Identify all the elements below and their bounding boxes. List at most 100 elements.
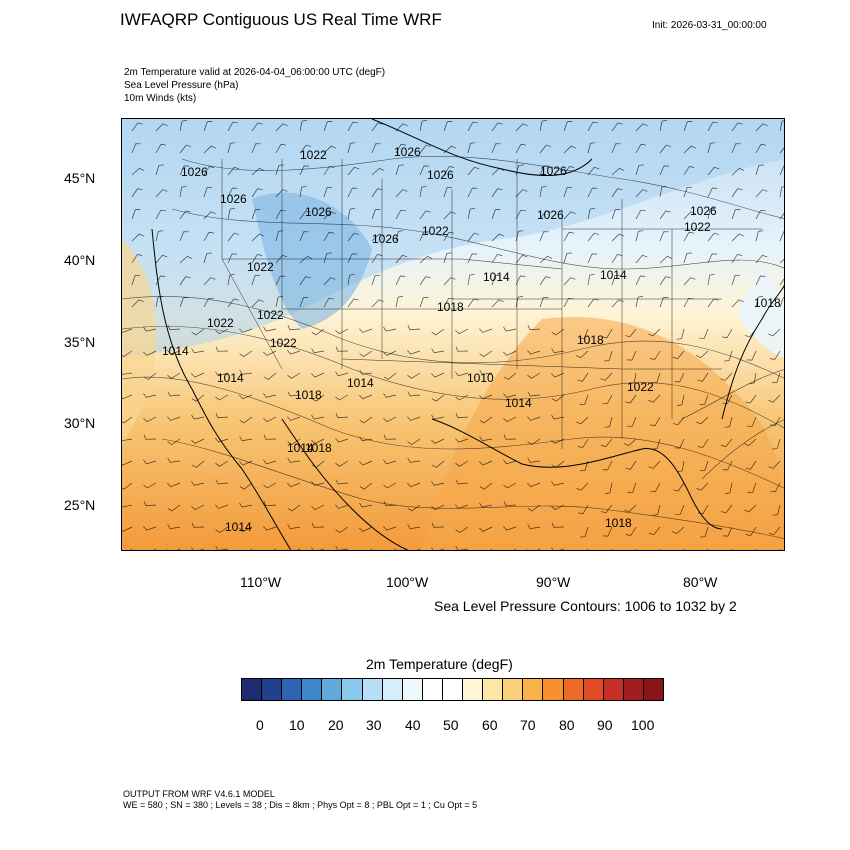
wind-barb [674,372,685,383]
wind-barb [677,460,685,473]
field-label-winds: 10m Winds (kts) [124,93,197,104]
pressure-label: 1018 [295,388,322,402]
wind-barb [359,328,373,333]
wind-barb [335,394,349,401]
wind-barb [455,346,469,352]
wind-barb [611,167,625,176]
pressure-label: 1022 [247,260,274,274]
wind-barb [674,438,685,449]
wind-barb [683,211,696,220]
wind-barb [491,209,501,220]
wind-barb [659,297,669,308]
wind-barb [287,504,301,512]
wind-barb [347,121,358,132]
wind-barb [746,350,757,361]
wind-barb [624,504,637,513]
wind-barb [539,276,551,286]
wind-barb [251,274,261,286]
wind-barb [155,230,164,242]
wind-barb [707,187,718,198]
wind-barb [371,254,383,264]
wind-barb [577,438,589,448]
wind-barb [467,253,478,264]
wind-barb [659,255,673,264]
wind-barb [745,526,757,536]
wind-barb [335,504,349,509]
wind-barb [602,328,613,339]
wind-barb [347,298,359,308]
wind-barb [155,275,166,286]
colorbar-label: 80 [559,717,575,733]
wind-barb [395,230,404,242]
wind-barb [179,185,187,198]
wind-barb [577,372,589,382]
colorbar-swatch [422,679,443,700]
wind-barb [251,167,265,176]
wind-barb [167,325,181,331]
wind-barb [587,208,596,220]
wind-barb [131,233,144,242]
wind-barb [747,416,757,427]
wind-barb [299,210,311,220]
pressure-label: 1022 [684,220,711,234]
wind-barb [227,142,236,154]
wind-barb [155,254,168,264]
wind-barb [745,394,757,404]
wind-barb [215,437,229,443]
pressure-label: 1026 [181,165,208,179]
wind-barb [383,459,397,465]
wind-barb [443,297,454,308]
wind-barb [467,232,480,242]
wind-barb [191,438,205,444]
model-config: WE = 580 ; SN = 380 ; Levels = 38 ; Dis … [123,800,478,810]
pressure-label: 1026 [540,164,567,178]
wind-barb [431,372,445,378]
wind-barb [227,298,239,308]
wind-barb [215,460,229,467]
wind-barb [287,482,301,488]
wind-barb [122,328,133,333]
wind-barb [491,274,501,286]
wind-barb [443,186,453,198]
wind-barb [731,233,744,242]
wind-barb [395,143,406,154]
wind-barb [323,231,334,242]
wind-barb [131,188,143,198]
wind-barb [696,416,709,425]
wind-barb [143,482,157,489]
wind-barb [635,143,646,154]
wind-barb [503,393,517,398]
wind-barb [611,188,623,198]
wind-barb [263,434,277,440]
wind-barb [215,394,229,401]
wind-barb [455,371,469,377]
wind-barb [720,504,733,514]
wind-barb [527,457,541,463]
state-borders [221,159,762,449]
wind-barb [770,416,781,427]
wind-barb [275,123,288,132]
wind-barb [623,438,637,447]
colorbar-swatch [523,679,544,700]
wind-barb [611,274,621,286]
colorbar-label: 70 [520,717,536,733]
wind-barb [722,460,733,471]
wind-barb [604,416,613,428]
wind-barb [695,350,709,359]
wind-barb [251,233,264,242]
wind-barb [191,394,205,402]
wind-barb [263,372,277,380]
wind-barb [383,416,397,423]
colorbar-swatch [463,679,484,700]
wind-barb [275,296,284,308]
wind-barb [239,350,253,358]
wind-barb [407,438,421,446]
field-label-pressure: Sea Level Pressure (hPa) [124,80,239,91]
pressure-label: 1026 [427,168,454,182]
pressure-label: 1022 [257,308,284,322]
pressure-contours [122,155,784,539]
wind-barb [479,328,493,333]
wind-barb [347,253,358,264]
wind-barb [769,350,781,360]
wind-barb [635,209,646,220]
